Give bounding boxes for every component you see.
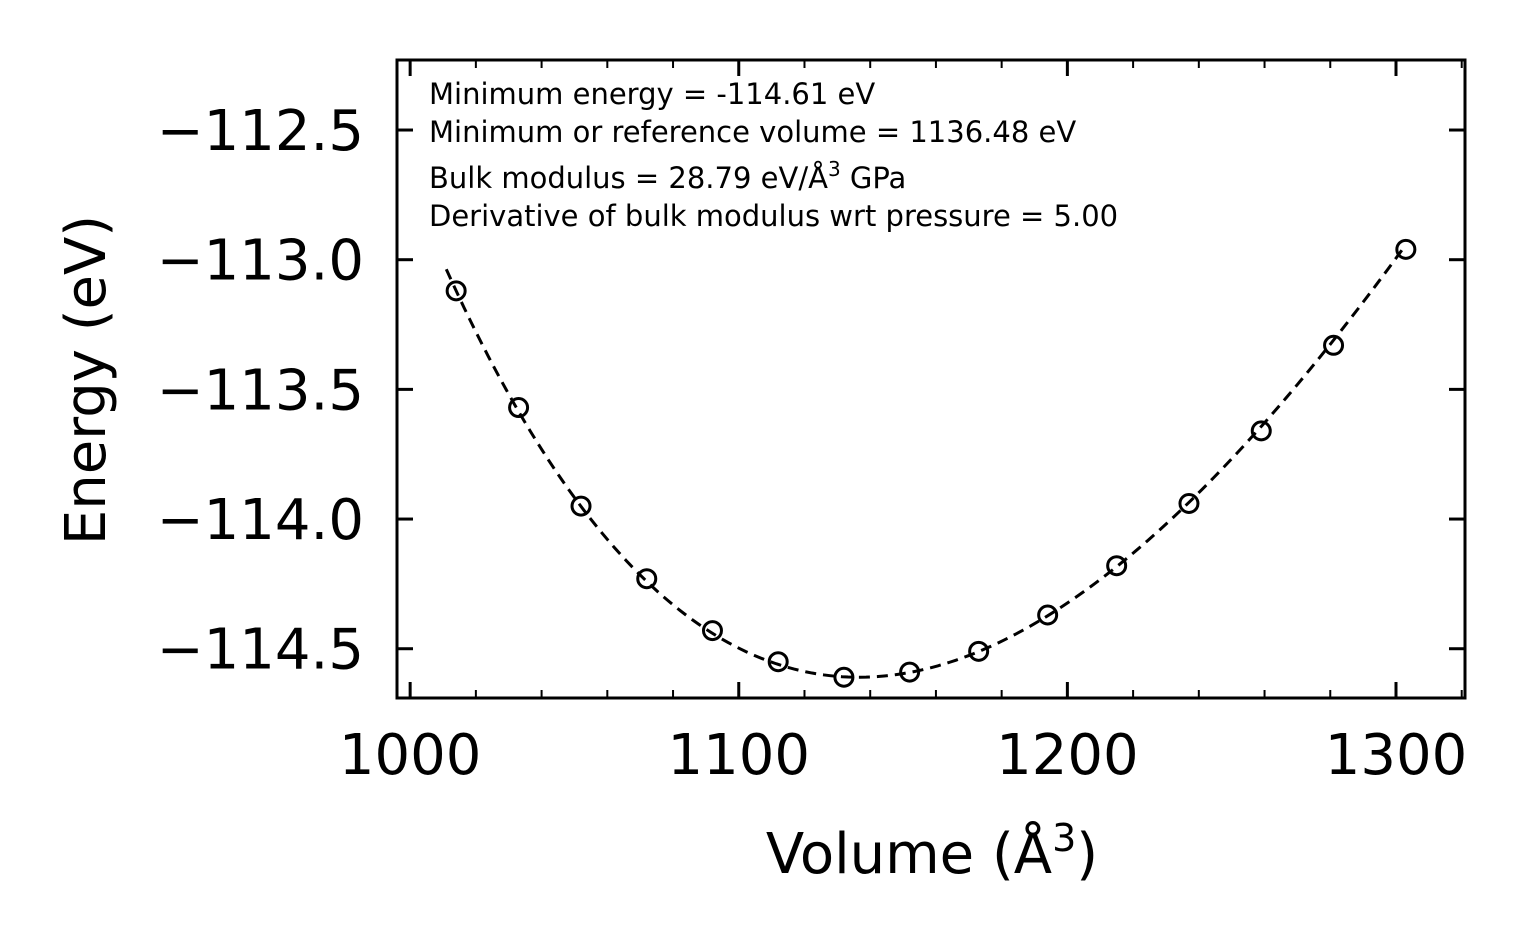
data-point	[968, 640, 990, 662]
y-tick-label: −114.0	[157, 488, 364, 553]
annotation-bulk-derivative: Derivative of bulk modulus wrt pressure …	[429, 199, 1118, 233]
data-point	[636, 568, 658, 590]
data-point	[445, 280, 467, 302]
plot-frame	[395, 58, 1467, 700]
y-tick-label: −113.5	[157, 358, 364, 423]
data-point	[833, 666, 855, 688]
data-point	[1106, 555, 1128, 577]
x-tick-label: 1100	[668, 723, 811, 788]
annotation-ref-volume: Minimum or reference volume = 1136.48 eV	[429, 115, 1076, 149]
x-tick-label: 1300	[1325, 723, 1468, 788]
ticks-layer: 1000 1100 1200 1300 −112.5 −113.0 −113.5 −114.0…	[157, 60, 1467, 788]
data-point	[1395, 238, 1417, 260]
annotation-min-energy: Minimum energy = -114.61 eV	[429, 77, 875, 111]
y-axis-label: Energy (eV)	[54, 215, 119, 545]
y-tick-label: −113.0	[157, 229, 364, 294]
data-points-layer	[445, 238, 1417, 688]
data-point	[701, 620, 723, 642]
data-point	[899, 661, 921, 683]
data-point	[767, 651, 789, 673]
data-point	[1178, 492, 1200, 514]
data-point	[1250, 420, 1272, 442]
fit-curve	[444, 243, 1408, 679]
x-tick-label: 1000	[339, 723, 482, 788]
data-point	[1037, 604, 1059, 626]
data-point	[570, 495, 592, 517]
data-point	[508, 397, 530, 419]
y-tick-label: −112.5	[157, 99, 364, 164]
x-tick-label: 1200	[996, 723, 1139, 788]
data-point	[1323, 334, 1345, 356]
annotation-bulk-modulus: Bulk modulus = 28.79 eV/Å3 GPa	[429, 157, 906, 195]
y-tick-label: −114.5	[157, 618, 364, 683]
fit-curve-layer	[444, 243, 1408, 679]
x-axis-label: Volume (Å3)	[766, 816, 1098, 887]
